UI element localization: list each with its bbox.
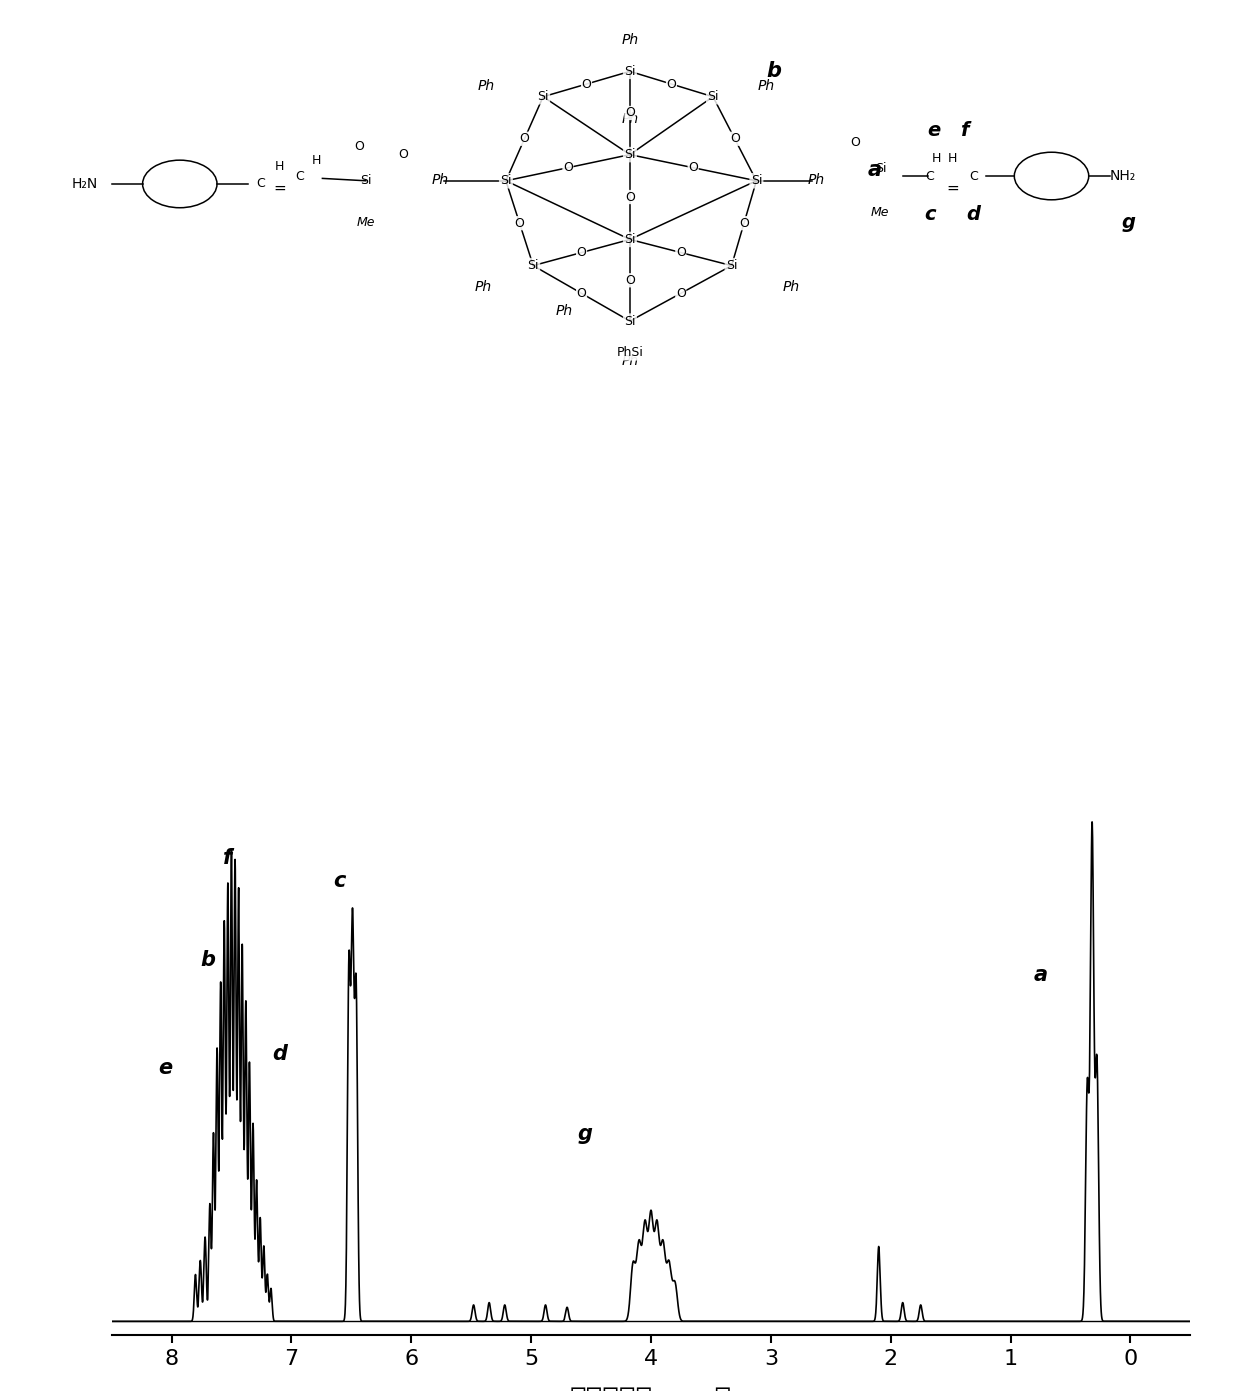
Text: Si: Si bbox=[707, 90, 719, 103]
Text: Si: Si bbox=[874, 163, 887, 175]
Text: Ph: Ph bbox=[758, 79, 775, 93]
Text: O: O bbox=[625, 107, 635, 120]
Text: C: C bbox=[925, 170, 935, 182]
Text: Si: Si bbox=[360, 174, 372, 188]
Text: Si: Si bbox=[725, 259, 738, 273]
X-axis label: 化学位移（ppm）: 化学位移（ppm） bbox=[570, 1385, 732, 1391]
Text: Si: Si bbox=[537, 90, 549, 103]
Text: H₂N: H₂N bbox=[71, 177, 98, 191]
Text: O: O bbox=[676, 287, 686, 300]
Text: a: a bbox=[1033, 964, 1048, 985]
Text: Me: Me bbox=[872, 206, 889, 220]
Text: O: O bbox=[520, 132, 529, 145]
Text: O: O bbox=[398, 147, 408, 161]
Text: Ph: Ph bbox=[556, 303, 573, 317]
Text: O: O bbox=[851, 136, 861, 149]
Text: Me: Me bbox=[357, 217, 374, 230]
Text: e: e bbox=[928, 121, 940, 140]
Text: O: O bbox=[688, 161, 698, 174]
Text: Ph: Ph bbox=[807, 172, 825, 186]
Text: H: H bbox=[311, 153, 321, 167]
Text: Si: Si bbox=[624, 65, 636, 78]
Text: g: g bbox=[578, 1124, 593, 1143]
Text: g: g bbox=[1121, 213, 1136, 231]
Text: =: = bbox=[274, 181, 286, 196]
Text: c: c bbox=[334, 871, 346, 892]
Text: b: b bbox=[200, 950, 215, 971]
Text: H: H bbox=[274, 160, 284, 172]
Text: d: d bbox=[272, 1045, 286, 1064]
Text: O: O bbox=[625, 191, 635, 203]
Text: O: O bbox=[577, 246, 587, 259]
Text: O: O bbox=[739, 217, 749, 230]
Text: O: O bbox=[577, 287, 587, 300]
Text: Ph: Ph bbox=[477, 79, 495, 93]
Text: O: O bbox=[582, 78, 591, 90]
Text: b: b bbox=[766, 61, 781, 81]
Text: Ph: Ph bbox=[621, 353, 639, 367]
Text: Ph: Ph bbox=[782, 280, 800, 294]
Text: O: O bbox=[563, 161, 573, 174]
Text: C: C bbox=[295, 170, 305, 182]
Text: C: C bbox=[968, 170, 978, 182]
Text: f: f bbox=[223, 847, 232, 868]
Text: O: O bbox=[676, 246, 686, 259]
Text: O: O bbox=[667, 78, 676, 90]
Text: Ph: Ph bbox=[621, 32, 639, 47]
Text: C: C bbox=[255, 178, 265, 191]
Text: Si: Si bbox=[500, 174, 512, 188]
Text: Si: Si bbox=[624, 314, 636, 328]
Text: O: O bbox=[515, 217, 525, 230]
Text: O: O bbox=[730, 132, 739, 145]
Text: e: e bbox=[159, 1059, 172, 1078]
Text: O: O bbox=[625, 274, 635, 287]
Text: PhSi: PhSi bbox=[616, 346, 644, 359]
Text: H: H bbox=[947, 152, 957, 166]
Text: Ph: Ph bbox=[432, 172, 449, 186]
Text: Ph: Ph bbox=[475, 280, 492, 294]
Text: d: d bbox=[966, 204, 981, 224]
Text: NH₂: NH₂ bbox=[1110, 170, 1136, 184]
Text: =: = bbox=[946, 181, 959, 196]
Text: a: a bbox=[868, 160, 882, 181]
Text: Si: Si bbox=[750, 174, 763, 188]
Text: O: O bbox=[355, 140, 365, 153]
Text: Si: Si bbox=[624, 147, 636, 161]
Text: H: H bbox=[931, 152, 941, 166]
Text: f: f bbox=[961, 121, 968, 140]
Text: c: c bbox=[924, 204, 936, 224]
Text: Si: Si bbox=[624, 232, 636, 246]
Text: Ph: Ph bbox=[621, 111, 639, 127]
Text: Si: Si bbox=[527, 259, 539, 273]
